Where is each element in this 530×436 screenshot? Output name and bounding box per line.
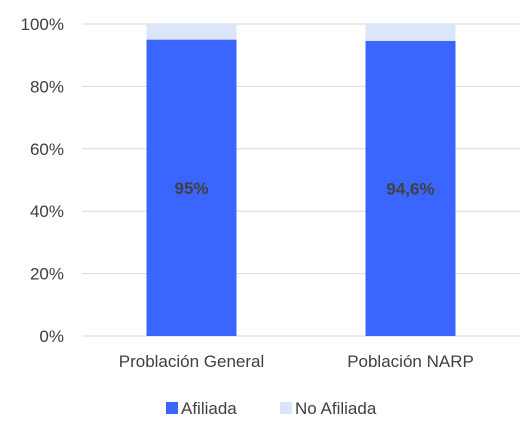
bars: [146, 24, 456, 337]
x-category-label: Problación General: [119, 352, 265, 371]
legend-swatch-afiliada: [166, 402, 178, 414]
y-tick-label: 40%: [30, 202, 64, 221]
bar-segment-afiliada: [365, 40, 456, 337]
x-category-label: Población NARP: [347, 352, 474, 371]
data-label: 95%: [174, 179, 208, 198]
legend-swatch-no-afiliada: [280, 402, 292, 414]
bar-segment-no-afiliada: [365, 24, 456, 41]
x-axis-categories: Problación General Población NARP: [119, 352, 474, 371]
y-axis-ticks: 0% 20% 40% 60% 80% 100%: [21, 15, 64, 346]
legend-label-afiliada: Afiliada: [181, 399, 237, 418]
legend: Afiliada No Afiliada: [166, 399, 377, 418]
data-labels: 95% 94,6%: [174, 179, 434, 199]
data-label: 94,6%: [386, 179, 434, 198]
legend-label-no-afiliada: No Afiliada: [295, 399, 377, 418]
y-tick-label: 100%: [21, 15, 64, 34]
y-tick-label: 60%: [30, 140, 64, 159]
y-tick-label: 20%: [30, 265, 64, 284]
bar-segment-no-afiliada: [146, 24, 237, 40]
y-tick-label: 0%: [39, 327, 64, 346]
y-tick-label: 80%: [30, 77, 64, 96]
bar-segment-afiliada: [146, 39, 237, 336]
